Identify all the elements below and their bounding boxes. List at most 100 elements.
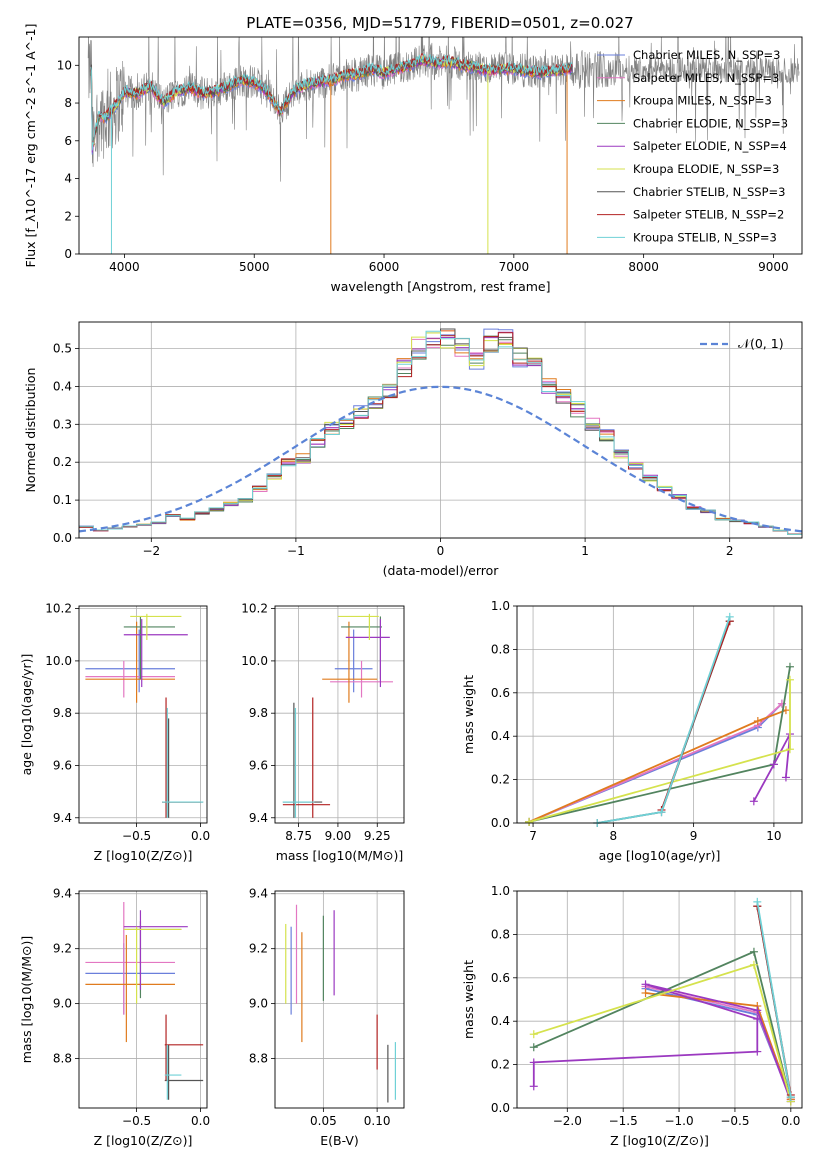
legend-label: 𝒩(0, 1)	[738, 336, 784, 351]
x-tick-label: 9	[690, 829, 698, 843]
mass-weight-line	[597, 620, 731, 824]
axes-frame	[516, 605, 803, 824]
x-axis-label: Z [log10(Z/Z⊙)]	[610, 1133, 709, 1148]
legend-label: Kroupa MILES, N_SSP=3	[633, 94, 772, 108]
y-tick-label: 6	[64, 134, 72, 148]
y-tick-label: 0.0	[53, 531, 72, 545]
x-axis-label: age [log10(age/yr)]	[599, 848, 721, 863]
x-tick-label: 4000	[109, 260, 140, 274]
y-axis-label: mass weight	[461, 960, 476, 1039]
y-tick-label: 9.0	[249, 997, 268, 1011]
x-tick-label: 7	[529, 829, 537, 843]
y-tick-label: 10.0	[45, 654, 72, 668]
y-tick-label: 9.2	[53, 942, 72, 956]
legend-label: Salpeter STELIB, N_SSP=2	[633, 208, 784, 222]
mass-weight-line	[753, 733, 791, 802]
residuals-plot-area	[79, 328, 802, 535]
y-tick-label: 2	[64, 209, 72, 223]
mass_weight_vs_Z-panel: −2.0 −1.5 −1.0 −0.5 0.0 0.0 0.2 0.4 0.6 0.8 1.0 Z […	[461, 884, 803, 1148]
mass-weight-line	[756, 901, 792, 1098]
axes-frame	[78, 321, 803, 539]
y-tick-label: 9.0	[53, 997, 72, 1011]
mass_vs_ebv-panel: 0.05 0.10 8.8 9.0 9.2 9.4 E(B-V)	[249, 887, 405, 1148]
x-tick-label: 0.10	[364, 1114, 391, 1128]
y-tick-label: 0.4	[491, 729, 510, 743]
y-tick-label: 8.8	[53, 1052, 72, 1066]
y-tick-label: 0.2	[491, 773, 510, 787]
y-axis-label: Normed distribution	[23, 368, 38, 493]
x-tick-label: 0.0	[191, 829, 210, 843]
x-tick-label: 0.05	[310, 1114, 337, 1128]
x-tick-label: 1	[581, 544, 589, 558]
y-tick-label: 9.8	[249, 706, 268, 720]
y-tick-label: 0.6	[491, 686, 510, 700]
y-axis-label: mass weight	[461, 675, 476, 754]
x-tick-label: −1	[287, 544, 305, 558]
spectrum-panel: 4000 5000 6000 7000 8000 9000 0 2 4 6 8 10 wavelengt…	[23, 24, 803, 294]
spectrum-plot-area	[87, 37, 800, 254]
axes-frame	[78, 890, 208, 1109]
y-axis-label: Flux [f_λ10^-17 erg cm^-2 s^-1 A^-1]	[23, 24, 38, 268]
residual-histogram-step	[79, 332, 802, 535]
y-tick-label: 1.0	[491, 599, 510, 613]
y-tick-label: 9.8	[53, 706, 72, 720]
y-tick-label: 0.8	[491, 927, 510, 941]
x-tick-label: 5000	[239, 260, 270, 274]
x-tick-label: 9000	[758, 260, 789, 274]
legend-label: Kroupa ELODIE, N_SSP=3	[633, 162, 779, 176]
y-tick-label: 10.2	[45, 602, 72, 616]
axes-frame	[274, 605, 405, 824]
legend-label: Chabrier MILES, N_SSP=3	[633, 48, 780, 62]
y-tick-label: 0.2	[53, 455, 72, 469]
y-axis-label: mass [log10(M/M⊙)]	[19, 936, 34, 1064]
mass-weight-line	[528, 666, 791, 823]
mass-weight-line	[528, 709, 787, 823]
mass-weight-line	[533, 950, 792, 1102]
y-tick-label: 0.5	[53, 342, 72, 356]
x-axis-label: Z [log10(Z/Z⊙)]	[94, 1133, 193, 1148]
legend-label: Salpeter MILES, N_SSP=3	[633, 71, 779, 85]
x-tick-label: 0	[437, 544, 445, 558]
y-axis-label: age [log10(age/yr)]	[19, 654, 34, 776]
x-tick-label: 9.25	[364, 829, 391, 843]
age_vs_mass-panel: 8.75 9.00 9.25 9.4 9.6 9.8 10.0 10.2 mass [log10…	[241, 602, 405, 863]
x-tick-label: 10	[766, 829, 781, 843]
legend-label: Kroupa STELIB, N_SSP=3	[633, 230, 777, 244]
x-tick-label: −1.5	[609, 1114, 638, 1128]
x-tick-label: 8.75	[285, 829, 312, 843]
x-tick-label: −0.5	[122, 829, 151, 843]
axes-frame	[516, 890, 803, 1109]
y-tick-label: 10.2	[241, 602, 268, 616]
y-tick-label: 10.0	[241, 654, 268, 668]
y-tick-label: 0.8	[491, 642, 510, 656]
y-tick-label: 8.8	[249, 1052, 268, 1066]
mass-weight-line	[533, 963, 792, 1102]
x-tick-label: −2	[142, 544, 160, 558]
y-tick-label: 10	[57, 58, 72, 72]
legend-label: Chabrier ELODIE, N_SSP=3	[633, 116, 788, 130]
residuals-panel: −2 −1 0 1 2 0.0 0.1 0.2 0.3 0.4 0.5 (data-model)/er…	[23, 321, 803, 578]
figure-title: PLATE=0356, MJD=51779, FIBERID=0501, z=0…	[246, 14, 633, 32]
x-axis-label: E(B-V)	[320, 1133, 359, 1148]
age_vs_Z-panel: −0.5 0.0 9.4 9.6 9.8 10.0 10.2 Z [log10(Z/Z⊙)] a…	[19, 602, 210, 863]
x-axis-label: mass [log10(M/M⊙)]	[276, 848, 404, 863]
y-tick-label: 0.3	[53, 417, 72, 431]
y-tick-label: 1.0	[491, 884, 510, 898]
legend-label: Chabrier STELIB, N_SSP=3	[633, 185, 785, 199]
x-tick-label: 0.0	[781, 1114, 800, 1128]
x-tick-label: 8000	[628, 260, 659, 274]
x-axis-label: Z [log10(Z/Z⊙)]	[94, 848, 193, 863]
x-tick-label: −2.0	[553, 1114, 582, 1128]
residual-histogram-step	[79, 330, 802, 535]
y-tick-label: 0.4	[53, 379, 72, 393]
y-tick-label: 8	[64, 96, 72, 110]
y-tick-label: 0.0	[491, 1101, 510, 1115]
mass-weight-line	[528, 679, 791, 823]
y-tick-label: 9.6	[249, 758, 268, 772]
y-tick-label: 9.6	[53, 758, 72, 772]
y-tick-label: 0.0	[491, 816, 510, 830]
x-tick-label: −1.0	[664, 1114, 693, 1128]
mass-weight-line	[597, 616, 731, 824]
y-tick-label: 0.4	[491, 1014, 510, 1028]
